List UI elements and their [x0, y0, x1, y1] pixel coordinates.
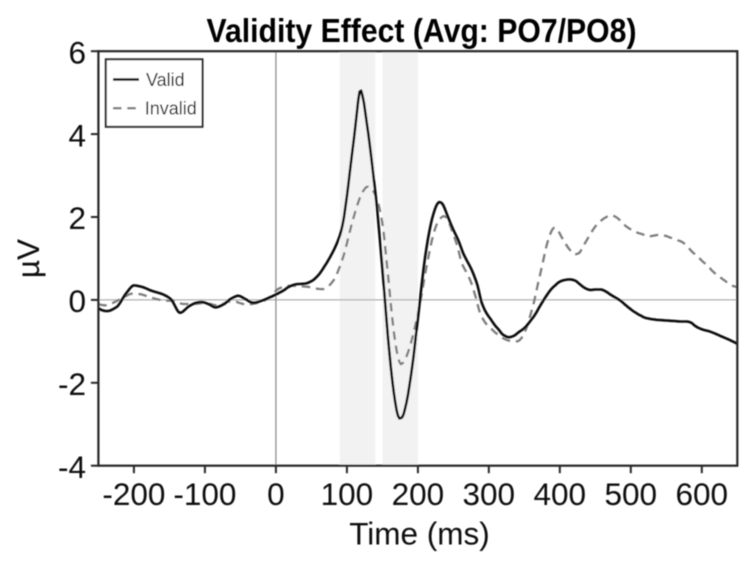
svg-text:6: 6 [68, 34, 86, 70]
svg-text:100: 100 [321, 476, 374, 512]
svg-text:µV: µV [10, 239, 46, 278]
svg-text:Time (ms): Time (ms) [349, 516, 490, 552]
svg-text:200: 200 [392, 476, 445, 512]
svg-text:-100: -100 [173, 476, 236, 512]
svg-text:Invalid: Invalid [145, 99, 197, 119]
svg-text:300: 300 [463, 476, 516, 512]
svg-text:-2: -2 [58, 366, 86, 402]
svg-text:-200: -200 [102, 476, 165, 512]
svg-text:500: 500 [605, 476, 658, 512]
svg-text:0: 0 [68, 283, 86, 319]
svg-text:400: 400 [534, 476, 587, 512]
svg-text:0: 0 [267, 476, 285, 512]
svg-text:4: 4 [68, 117, 86, 153]
svg-text:Validity Effect (Avg: PO7/PO8): Validity Effect (Avg: PO7/PO8) [207, 13, 637, 50]
svg-text:600: 600 [676, 476, 729, 512]
svg-text:2: 2 [68, 200, 86, 236]
svg-text:-4: -4 [58, 449, 86, 485]
svg-text:Valid: Valid [146, 70, 185, 90]
